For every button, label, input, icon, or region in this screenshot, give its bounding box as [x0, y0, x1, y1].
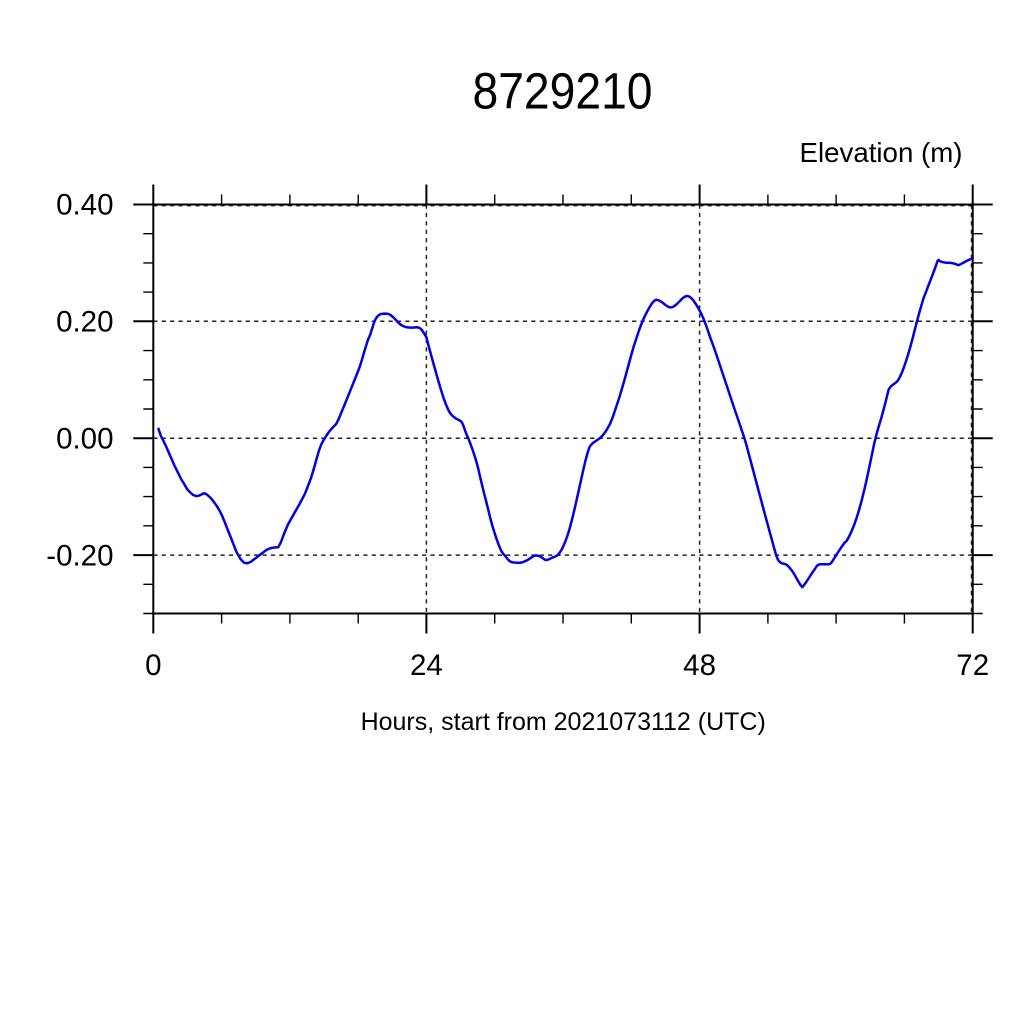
svg-text:72: 72 — [956, 649, 989, 682]
svg-text:0.00: 0.00 — [56, 422, 113, 455]
svg-text:48: 48 — [683, 649, 716, 682]
svg-text:Hours, start from 2021073112 (: Hours, start from 2021073112 (UTC) — [361, 708, 766, 736]
svg-text:-0.20: -0.20 — [46, 539, 113, 572]
svg-text:Elevation (m): Elevation (m) — [800, 137, 963, 168]
svg-text:0.40: 0.40 — [56, 189, 113, 222]
svg-text:0.20: 0.20 — [56, 306, 113, 339]
svg-text:24: 24 — [410, 649, 443, 682]
svg-text:8729210: 8729210 — [473, 63, 653, 120]
svg-text:0: 0 — [145, 649, 161, 682]
